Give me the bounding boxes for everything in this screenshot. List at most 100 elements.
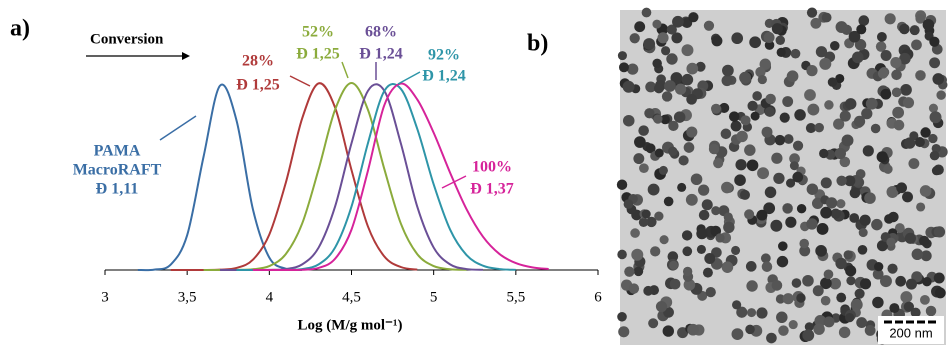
- particle: [658, 165, 668, 175]
- particle: [890, 56, 902, 69]
- particle: [760, 253, 771, 264]
- particle: [668, 146, 678, 156]
- particle: [757, 74, 767, 85]
- particle: [836, 199, 846, 209]
- particle: [911, 248, 924, 261]
- particle: [820, 206, 833, 219]
- particle: [814, 122, 824, 133]
- particle: [669, 278, 681, 290]
- particle: [859, 278, 872, 290]
- curve: [137, 83, 303, 272]
- particle: [775, 35, 786, 45]
- particle: [761, 261, 773, 272]
- particle: [638, 125, 649, 136]
- particle: [902, 191, 913, 203]
- particle: [677, 182, 687, 192]
- particle: [791, 278, 802, 288]
- particle: [911, 39, 922, 51]
- particle: [730, 120, 742, 132]
- particle: [806, 183, 819, 195]
- particle: [785, 216, 797, 228]
- particle: [928, 103, 939, 113]
- particle: [616, 179, 628, 190]
- particle: [763, 32, 775, 43]
- leader-line: [441, 175, 467, 189]
- particle: [876, 240, 888, 252]
- particle: [819, 57, 832, 70]
- particle: [845, 98, 857, 110]
- particle: [771, 152, 783, 164]
- particle: [773, 172, 785, 185]
- particle: [799, 245, 811, 257]
- particle: [759, 58, 771, 70]
- particle: [850, 298, 863, 311]
- particle: [836, 175, 847, 187]
- particle: [788, 320, 798, 330]
- particle: [856, 24, 867, 35]
- particle: [682, 246, 693, 257]
- particle: [876, 151, 888, 163]
- particle: [755, 66, 766, 78]
- particle: [796, 293, 806, 303]
- particle: [683, 278, 696, 291]
- x-tick-label: 5,5: [506, 289, 525, 305]
- particle: [732, 300, 742, 310]
- particle: [702, 267, 713, 278]
- particle: [662, 325, 674, 337]
- curve: [252, 82, 549, 272]
- particle: [652, 19, 662, 29]
- particle: [698, 209, 710, 221]
- particle: [655, 300, 668, 313]
- particle: [896, 182, 908, 194]
- particle: [645, 143, 656, 154]
- particle: [843, 250, 853, 260]
- particle: [810, 17, 822, 29]
- particle: [688, 12, 699, 23]
- particle: [779, 112, 790, 123]
- x-tick-label: 5: [430, 289, 438, 305]
- particle: [624, 266, 635, 277]
- particle: [804, 89, 816, 101]
- particle: [723, 212, 733, 222]
- particle: [673, 111, 686, 123]
- particle: [900, 83, 912, 96]
- particle: [617, 311, 627, 322]
- annotation: 68%: [365, 24, 397, 41]
- particle: [845, 312, 855, 323]
- particle: [812, 285, 824, 297]
- particle: [899, 52, 911, 65]
- particle: [792, 171, 804, 183]
- particle: [690, 173, 703, 186]
- annotation: 100%: [472, 159, 512, 176]
- particle: [902, 97, 915, 109]
- annotation: 92%: [428, 47, 460, 64]
- particle: [705, 286, 716, 298]
- particle: [835, 257, 847, 270]
- particle: [904, 137, 916, 149]
- particle: [830, 41, 840, 51]
- particle: [929, 111, 942, 124]
- particle: [686, 62, 699, 75]
- particle: [887, 263, 898, 274]
- particle: [905, 278, 917, 290]
- particle: [654, 211, 664, 221]
- particle: [894, 223, 905, 234]
- particle: [633, 266, 644, 277]
- particle: [686, 93, 697, 105]
- particle: [823, 269, 834, 280]
- x-tick-label: 4: [266, 289, 274, 305]
- particle: [770, 219, 783, 232]
- particle: [919, 294, 930, 305]
- particle: [678, 155, 689, 166]
- particle: [682, 266, 693, 277]
- particle: [631, 248, 644, 261]
- particle: [643, 285, 654, 296]
- particle: [708, 143, 720, 155]
- particle: [670, 72, 683, 85]
- particle: [627, 63, 639, 75]
- leader-line: [341, 61, 349, 79]
- particle: [820, 277, 832, 290]
- particle: [802, 329, 815, 342]
- particle: [916, 202, 926, 212]
- x-tick-label: 6: [594, 289, 602, 305]
